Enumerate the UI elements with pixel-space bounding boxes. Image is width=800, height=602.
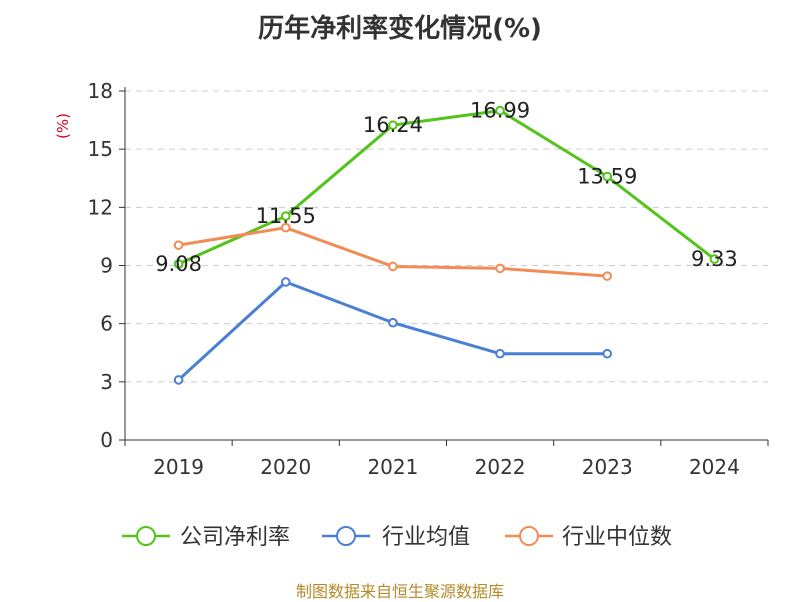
series-line-1 bbox=[177, 109, 716, 266]
axes: 0 3 6 9 12 15 18 2019 2020 2021 2022 2023 2024 bbox=[88, 79, 769, 479]
legend-marker bbox=[519, 526, 539, 546]
data-point bbox=[495, 263, 505, 274]
data-point bbox=[280, 222, 291, 233]
chart-title: 历年净利率变化情况(%) bbox=[258, 14, 542, 44]
data-point bbox=[173, 259, 184, 269]
data-label: 9.33 bbox=[691, 247, 738, 271]
x-tick-label: 2023 bbox=[582, 455, 633, 479]
data-point bbox=[173, 240, 184, 250]
data-point bbox=[495, 105, 505, 116]
y-tick-label: 6 bbox=[100, 312, 113, 336]
data-point bbox=[388, 120, 398, 130]
legend-marker bbox=[136, 526, 156, 546]
y-tick-label: 9 bbox=[100, 254, 113, 278]
grid-lines bbox=[125, 90, 768, 383]
y-tick-label: 0 bbox=[100, 428, 113, 452]
data-label: 11.55 bbox=[256, 204, 316, 228]
data-label: 16.99 bbox=[470, 99, 530, 123]
data-label: 9.08 bbox=[155, 252, 202, 276]
legend-label: 行业均值 bbox=[382, 525, 470, 550]
legend: 公司净利率 行业均值 行业中位数 bbox=[122, 525, 672, 550]
legend-label: 行业中位数 bbox=[562, 525, 672, 550]
data-labels: 9.08 11.55 16.24 16.99 13.59 9.33 bbox=[155, 99, 738, 276]
y-tick-label: 15 bbox=[88, 137, 113, 161]
legend-label: 公司净利率 bbox=[180, 525, 290, 550]
x-tick-label: 2019 bbox=[153, 455, 204, 479]
data-point bbox=[388, 261, 398, 272]
data-point bbox=[602, 171, 613, 182]
data-point bbox=[602, 348, 613, 359]
x-tick-label: 2021 bbox=[367, 455, 418, 479]
series-line-2 bbox=[177, 280, 608, 382]
data-point bbox=[709, 254, 720, 264]
y-tick-label: 18 bbox=[88, 79, 113, 103]
data-point bbox=[388, 317, 398, 328]
data-point bbox=[602, 271, 613, 281]
data-label: 13.59 bbox=[577, 165, 637, 189]
data-point bbox=[173, 375, 184, 385]
data-point bbox=[280, 277, 291, 287]
legend-marker bbox=[336, 526, 356, 546]
series-lines bbox=[173, 105, 720, 385]
data-source-note: 制图数据来自恒生聚源数据库 bbox=[295, 582, 504, 601]
x-tick-label: 2022 bbox=[475, 455, 526, 479]
data-point bbox=[495, 348, 505, 359]
x-tick-label: 2020 bbox=[260, 455, 311, 479]
y-tick-label: 3 bbox=[100, 370, 113, 394]
data-label: 16.24 bbox=[363, 113, 423, 137]
y-axis-title: (%) bbox=[54, 113, 72, 139]
data-point bbox=[280, 211, 291, 221]
x-tick-label: 2024 bbox=[689, 455, 740, 479]
y-tick-label: 12 bbox=[88, 195, 113, 219]
